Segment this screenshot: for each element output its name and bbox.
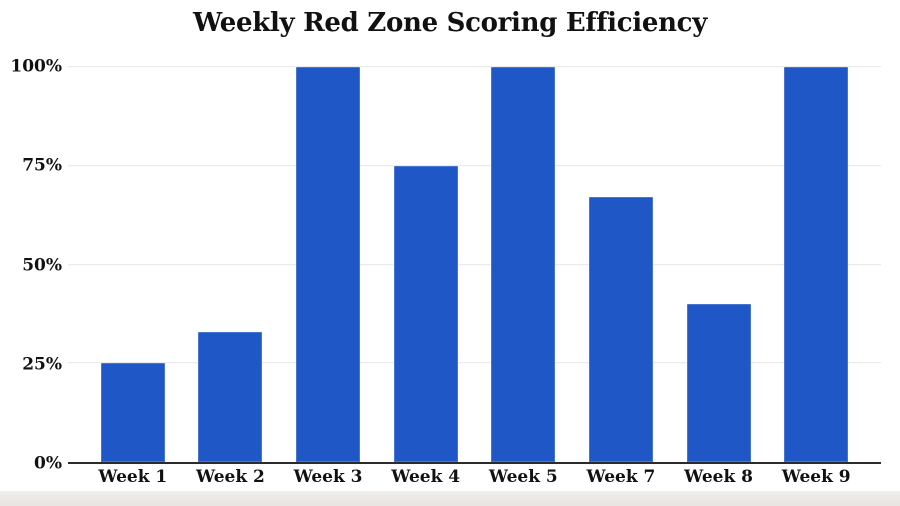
x-tick-label-week-8: Week 8 bbox=[684, 467, 753, 487]
bar-slot-week-4 bbox=[377, 67, 475, 462]
bar-slot-week-5 bbox=[475, 67, 573, 462]
bar-slot-week-9 bbox=[767, 67, 865, 462]
y-axis: 0% 25% 50% 75% 100% bbox=[0, 58, 62, 472]
bar-week-7 bbox=[588, 197, 653, 462]
x-tick-label-week-2: Week 2 bbox=[196, 467, 265, 487]
footer-band bbox=[0, 491, 900, 506]
gridline-50 bbox=[68, 263, 881, 265]
bar-week-3 bbox=[296, 67, 361, 462]
bar-slot-week-1 bbox=[84, 67, 182, 462]
bar-week-1 bbox=[100, 363, 165, 462]
gridline-25 bbox=[68, 362, 881, 364]
y-tick-label-100: 100% bbox=[10, 56, 62, 77]
x-tick-label-week-7: Week 7 bbox=[586, 467, 656, 487]
bar-week-2 bbox=[198, 331, 263, 462]
y-tick-label-75: 75% bbox=[22, 155, 62, 176]
y-tick-label-25: 25% bbox=[22, 354, 62, 375]
x-tick-label-week-3: Week 3 bbox=[293, 467, 363, 487]
bar-week-8 bbox=[686, 304, 751, 462]
x-tick-label-week-4: Week 4 bbox=[391, 467, 461, 487]
bar-week-4 bbox=[393, 165, 458, 462]
y-tick-label-0: 0% bbox=[34, 453, 62, 474]
x-axis: Week 1 Week 2 Week 3 Week 4 Week 5 Week 7 Week… bbox=[68, 467, 881, 487]
bar-slot-week-8 bbox=[670, 67, 768, 462]
gridline-75 bbox=[68, 164, 881, 166]
bar-slot-week-3 bbox=[279, 67, 377, 462]
bar-slot-week-2 bbox=[182, 67, 280, 462]
y-tick-label-50: 50% bbox=[22, 255, 62, 275]
chart-title: Weekly Red Zone Scoring Efficiency bbox=[192, 8, 708, 38]
bar-slot-week-7 bbox=[572, 67, 670, 462]
gridline-100 bbox=[68, 66, 881, 67]
x-tick-label-week-5: Week 5 bbox=[488, 467, 558, 487]
x-tick-label-week-1: Week 1 bbox=[98, 467, 168, 487]
x-tick-label-week-9: Week 9 bbox=[781, 467, 851, 487]
plot-area bbox=[68, 66, 881, 464]
bar-week-9 bbox=[784, 67, 849, 462]
bar-week-5 bbox=[491, 67, 556, 462]
